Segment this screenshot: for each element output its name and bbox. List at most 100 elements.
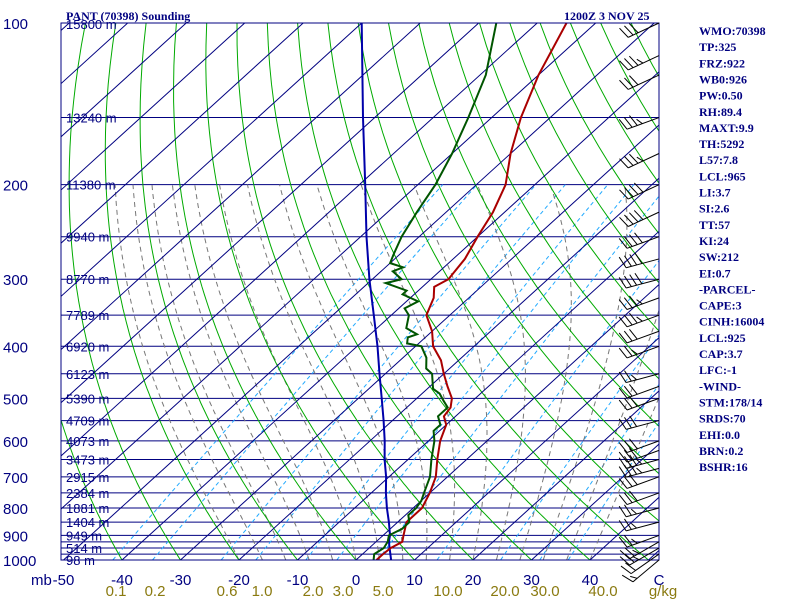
wind-barb-feather <box>618 299 628 310</box>
wind-barb-feather <box>628 55 639 66</box>
wind-barb <box>619 153 660 169</box>
wind-barb-feather <box>618 332 628 344</box>
wind-barb-feather <box>618 442 628 453</box>
wind-barb-feather <box>619 79 629 90</box>
wind-barb-feather <box>618 387 628 399</box>
wind-barb-feather <box>634 232 643 244</box>
wind-barb-feather <box>636 118 643 125</box>
wind-barb-feather <box>621 574 634 583</box>
height-label: 6123 m <box>66 367 109 382</box>
dry-adiabat-line <box>104 23 240 560</box>
wind-barb-feather <box>618 347 628 359</box>
mixing-ratio-line <box>377 195 659 560</box>
dry-adiabat-line <box>297 23 591 560</box>
wind-barb-feather <box>624 25 634 36</box>
isotherm-line <box>180 124 659 560</box>
index-entry: WB0:926 <box>699 72 747 86</box>
moist-adiabat-line <box>151 184 287 560</box>
isotherm-line <box>61 23 480 404</box>
index-entry: RH:89.4 <box>699 105 742 119</box>
height-label: 1404 m <box>66 515 109 530</box>
wind-barb-feather <box>628 184 639 195</box>
height-label: 98 m <box>66 553 95 568</box>
wind-barb-staff <box>626 236 660 249</box>
wind-barb <box>618 415 660 430</box>
pressure-tick-label: 1000 <box>3 553 36 570</box>
wind-barb-feather <box>633 182 644 193</box>
wind-barb-feather <box>629 312 638 324</box>
wind-barb-staff <box>626 314 660 328</box>
wind-barb-staff <box>629 541 660 560</box>
wind-barb-feather <box>618 536 628 548</box>
moist-adiabat-line <box>589 396 659 560</box>
isotherm-line <box>531 443 659 560</box>
height-label: 2915 m <box>66 470 109 485</box>
temperature-tick-label: 30 <box>523 572 540 589</box>
wind-barb-feather <box>631 538 638 544</box>
isotherm-line <box>121 71 659 560</box>
wind-barb-feather <box>619 216 629 227</box>
wind-barb <box>618 370 660 384</box>
height-label: 15800 m <box>66 17 117 32</box>
moist-adiabat-line <box>114 184 240 560</box>
isotherm-line <box>61 23 187 138</box>
pressure-tick-label: 400 <box>3 339 28 356</box>
wind-barb-feather <box>618 118 628 130</box>
wind-barb-feather <box>631 349 638 355</box>
wind-barb-staff <box>626 397 660 411</box>
wind-barb-feather <box>624 77 634 88</box>
wind-barb <box>618 454 660 469</box>
pressure-tick-label: 300 <box>3 272 28 289</box>
wind-barb-feather <box>618 371 627 383</box>
dry-adiabat-line <box>173 23 357 560</box>
index-entry: FRZ:922 <box>699 56 745 70</box>
wind-barb-feather <box>628 23 639 34</box>
wind-barb <box>618 490 660 506</box>
mixing-ratio-line <box>436 259 659 560</box>
wind-barb-feather <box>630 575 638 579</box>
wind-barb-feather <box>630 522 637 529</box>
height-label: 4073 m <box>66 434 109 449</box>
wind-barb-feather <box>634 252 643 264</box>
wind-barb-feather <box>618 478 628 489</box>
wind-barb-staff <box>626 258 660 269</box>
wind-barb-feather <box>623 385 633 397</box>
mixing-ratio-tick-label: 2.0 <box>303 583 324 600</box>
wind-barb-feather <box>629 115 638 126</box>
wind-barb-staff <box>626 385 660 399</box>
wind-barb-staff <box>626 420 660 430</box>
wind-barb-feather <box>623 236 633 247</box>
mixing-ratio-tick-label: 1.0 <box>252 583 273 600</box>
moist-adiabat-line <box>566 308 659 560</box>
wind-barb-feather <box>628 75 639 86</box>
dewpoint-line <box>372 23 498 560</box>
wind-barb-feather <box>629 328 638 340</box>
moist-adiabat-line <box>247 184 380 560</box>
mixing-ratio-tick-label: 40.0 <box>588 583 617 600</box>
mixing-ratio-tick-label: 5.0 <box>373 583 394 600</box>
mixing-ratio-line <box>567 421 659 560</box>
wind-barb-feather <box>624 58 634 69</box>
wind-barb <box>619 547 660 566</box>
dry-adiabat-line <box>539 23 659 235</box>
isotherm-line <box>297 230 659 560</box>
pressure-tick-label: 600 <box>3 434 28 451</box>
wind-barb-feather <box>623 397 633 409</box>
pressure-tick-label: 800 <box>3 501 28 518</box>
isotherm-lines <box>61 23 659 560</box>
temperature-tick-label: -10 <box>287 572 309 589</box>
wind-barb-feather <box>634 272 643 285</box>
mixing-ratio-tick-label: 10.0 <box>433 583 462 600</box>
wind-barb-feather <box>623 534 633 546</box>
plot-frame <box>60 22 660 561</box>
wind-barb-staff <box>626 459 660 469</box>
wind-barb-staff <box>626 492 660 506</box>
wind-barb <box>618 115 660 130</box>
wind-barb-feather <box>618 238 628 249</box>
index-entry: CAPE:3 <box>699 299 742 313</box>
wind-barb-feather <box>624 370 632 382</box>
temperature-tick-label: 0 <box>352 572 360 589</box>
moist-adiabat-line <box>476 184 526 560</box>
isotherm-line <box>61 23 304 244</box>
